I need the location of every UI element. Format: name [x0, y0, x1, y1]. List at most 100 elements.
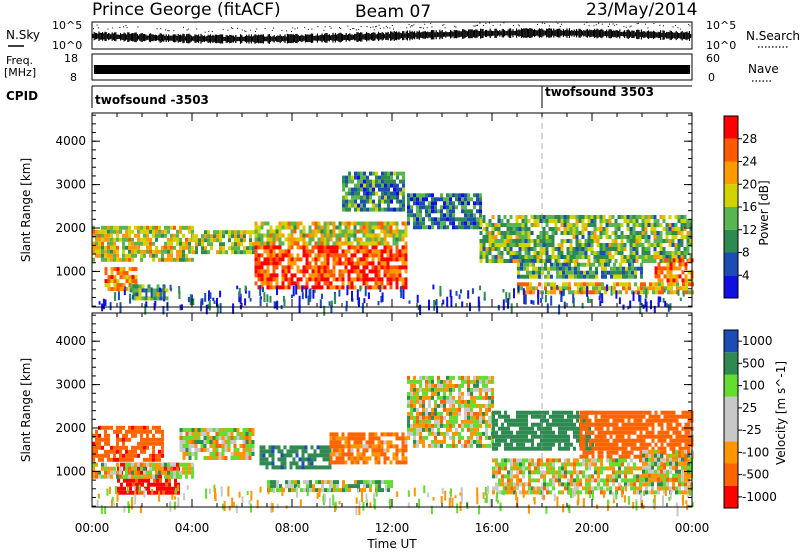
heatmap-cell: [513, 239, 516, 243]
heatmap-cell: [134, 250, 137, 254]
heatmap-cell: [628, 282, 631, 286]
heatmap-cell: [630, 247, 633, 251]
heatmap-cell: [467, 424, 470, 428]
heatmap-cell: [437, 428, 440, 432]
heatmap-cell: [339, 436, 342, 440]
heatmap-cell: [312, 234, 315, 238]
heatmap-cell: [390, 432, 393, 436]
heatmap-cell: [543, 419, 546, 423]
heatmap-cell: [498, 219, 501, 223]
heatmap-cell: [399, 257, 402, 261]
heatmap-cell: [467, 380, 470, 384]
heatmap-cell: [552, 231, 555, 235]
heatmap-cell: [390, 484, 393, 488]
heatmap-cell: [186, 436, 189, 440]
heatmap-cell: [458, 217, 461, 221]
heatmap-cell: [615, 235, 618, 239]
heatmap-cell: [114, 279, 117, 283]
heatmap-cell: [324, 222, 327, 226]
heatmap-cell: [492, 431, 495, 435]
heatmap-cell: [258, 234, 261, 238]
heatmap-cell: [516, 219, 519, 223]
heatmap-cell: [164, 246, 167, 250]
heatmap-cell: [618, 243, 621, 247]
nsearch-mark: [340, 28, 341, 29]
heatmap-cell: [592, 263, 595, 267]
heatmap-cell: [101, 475, 104, 479]
heatmap-cell: [428, 388, 431, 392]
heatmap-cell: [399, 448, 402, 452]
heatmap-cell: [339, 245, 342, 249]
heatmap-cell: [558, 419, 561, 423]
heatmap-cell: [396, 285, 399, 289]
heatmap-cell: [384, 234, 387, 238]
heatmap-cell: [369, 184, 372, 188]
heatmap-cell: [601, 263, 604, 267]
heatmap-cell: [396, 176, 399, 180]
heatmap-cell: [339, 234, 342, 238]
heatmap-cell: [464, 408, 467, 412]
heatmap-cell: [513, 419, 516, 423]
heatmap-cell: [237, 452, 240, 456]
heatmap-cell: [259, 285, 261, 296]
heatmap-cell: [473, 388, 476, 392]
heatmap-cell: [122, 258, 125, 262]
heatmap-cell: [467, 225, 470, 229]
heatmap-cell: [249, 428, 252, 432]
heatmap-cell: [110, 246, 113, 250]
beam-title: Beam 07: [355, 2, 431, 22]
heatmap-cell: [249, 436, 252, 440]
heatmap-cell: [243, 250, 246, 254]
heatmap-cell: [291, 253, 294, 257]
heatmap-cell: [288, 285, 291, 289]
heatmap-cell: [589, 267, 592, 271]
heatmap-cell: [351, 176, 354, 180]
heatmap-cell: [300, 277, 303, 281]
heatmap-cell: [281, 465, 284, 469]
heatmap-cell: [161, 442, 164, 446]
heatmap-cell: [366, 192, 369, 196]
heatmap-cell: [507, 423, 510, 427]
heatmap-cell: [321, 226, 324, 230]
heatmap-cell: [279, 226, 282, 230]
heatmap-cell: [396, 273, 399, 277]
heatmap-cell: [390, 269, 393, 273]
heatmap-cell: [134, 426, 137, 430]
heatmap-cell: [183, 452, 186, 456]
nsearch-mark: [677, 27, 678, 28]
heatmap-cell: [372, 208, 375, 212]
heatmap-cell: [467, 444, 470, 448]
heatmap-cell: [405, 230, 408, 234]
heatmap-cell: [630, 239, 633, 243]
heatmap-cell: [470, 392, 473, 396]
heatmap-cell: [269, 461, 272, 465]
heatmap-cell: [467, 213, 470, 217]
heatmap-cell: [675, 215, 678, 219]
heatmap-cell: [562, 282, 565, 286]
heatmap-cell: [561, 243, 564, 247]
heatmap-cell: [561, 231, 564, 235]
heatmap-cell: [510, 255, 513, 259]
heatmap-cell: [222, 440, 225, 444]
heatmap-cell: [278, 465, 281, 469]
heatmap-cell: [519, 411, 522, 415]
cpid-strip: CPID twofsound -3503 twofsound 3503: [6, 85, 692, 108]
heatmap-cell: [526, 275, 529, 279]
heatmap-cell: [455, 193, 458, 197]
heatmap-cell: [188, 258, 191, 262]
heatmap-cell: [270, 281, 273, 285]
heatmap-cell: [116, 230, 119, 234]
heatmap-cell: [306, 253, 309, 257]
nsearch-mark: [157, 28, 158, 29]
heatmap-cell: [615, 251, 618, 255]
nsearch-mark: [489, 22, 490, 23]
heatmap-cell: [336, 253, 339, 257]
heatmap-cell: [294, 226, 297, 230]
heatmap-cell: [360, 436, 363, 440]
heatmap-cell: [318, 281, 321, 285]
heatmap-cell: [186, 444, 189, 448]
heatmap-cell: [399, 253, 402, 257]
heatmap-cell: [357, 269, 360, 273]
heatmap-cell: [582, 255, 585, 259]
heatmap-cell: [405, 281, 408, 285]
